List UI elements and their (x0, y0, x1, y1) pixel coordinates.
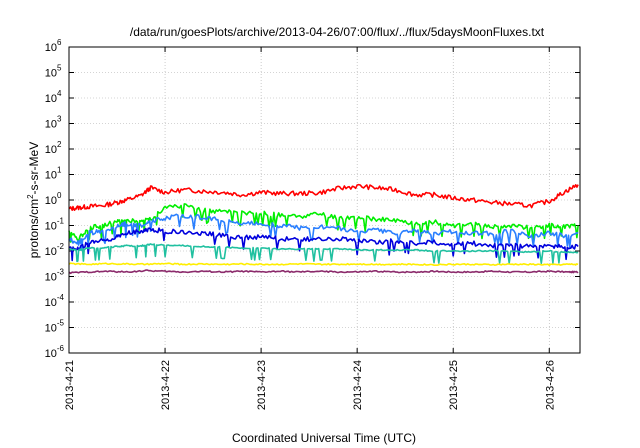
series-line-4 (68, 243, 579, 265)
y-tick-base: 10 (45, 246, 57, 258)
series-line-1 (68, 203, 579, 243)
series-line-2 (68, 213, 579, 251)
y-tick-base: 10 (45, 119, 57, 131)
y-tick-label: 10-4 (45, 293, 65, 309)
y-tick-label: 10-3 (45, 268, 65, 284)
y-tick-exp: -5 (57, 319, 65, 328)
x-tick-label: 2013-4-23 (256, 360, 268, 410)
x-tick-label: 2013-4-26 (544, 360, 556, 410)
y-tick-label: 102 (45, 140, 62, 156)
y-tick-label: 10-6 (45, 344, 65, 360)
y-tick-base: 10 (45, 195, 57, 207)
y-tick-base: 10 (45, 323, 57, 335)
y-tick-label: 10-5 (45, 319, 65, 335)
y-tick-base: 10 (45, 68, 57, 80)
y-axis-label-sup: 2 (26, 194, 35, 199)
y-tick-base: 10 (45, 272, 57, 284)
y-tick-exp: 5 (57, 64, 62, 73)
x-axis-label: Coordinated Universal Time (UTC) (232, 431, 416, 445)
series-line-6 (68, 269, 579, 275)
grid-lines (68, 46, 580, 354)
y-tick-exp: 4 (57, 89, 62, 98)
y-axis-label-base: protons/cm (27, 199, 41, 258)
y-tick-label: 106 (45, 38, 62, 54)
y-tick-exp: 0 (57, 191, 62, 200)
series-line-0 (68, 183, 579, 211)
y-tick-label: 100 (45, 191, 62, 207)
y-tick-base: 10 (45, 348, 57, 360)
y-tick-base: 10 (45, 297, 57, 309)
y-tick-label: 104 (45, 89, 62, 105)
y-tick-exp: 6 (57, 38, 62, 47)
y-tick-exp: 1 (57, 166, 62, 175)
series-line-5 (68, 262, 579, 267)
y-tick-base: 10 (45, 170, 57, 182)
y-tick-base: 10 (45, 221, 57, 233)
y-tick-label: 101 (45, 166, 62, 182)
y-tick-exp: -2 (57, 242, 65, 251)
y-tick-label: 105 (45, 64, 62, 80)
y-tick-label: 10-2 (45, 242, 65, 258)
x-tick-label: 2013-4-22 (160, 360, 172, 410)
y-axis-label-rest: -s-sr-MeV (27, 142, 41, 195)
y-tick-exp: 2 (57, 140, 62, 149)
y-tick-exp: -6 (57, 344, 65, 353)
y-tick-label: 103 (45, 115, 62, 131)
y-tick-base: 10 (45, 42, 57, 54)
x-tick-label: 2013-4-25 (448, 360, 460, 410)
y-tick-exp: -4 (57, 293, 65, 302)
y-tick-labels: 10-610-510-410-310-210-11001011021031041… (45, 38, 65, 360)
y-tick-base: 10 (45, 93, 57, 105)
x-tick-label: 2013-4-21 (64, 360, 76, 410)
y-tick-exp: 3 (57, 115, 62, 124)
y-axis-label: protons/cm2-s-sr-MeV (26, 142, 41, 258)
y-tick-exp: -3 (57, 268, 65, 277)
plot-frame (68, 46, 581, 354)
y-tick-label: 10-1 (45, 217, 65, 233)
y-tick-base: 10 (45, 144, 57, 156)
series-line-3 (68, 227, 579, 262)
plot-series (68, 183, 579, 275)
chart-title: /data/run/goesPlots/archive/2013-04-26/0… (130, 25, 545, 39)
x-tick-labels: 2013-4-21 2013-4-22 2013-4-23 2013-4-24 2013… (64, 360, 556, 410)
y-tick-exp: -1 (57, 217, 65, 226)
x-tick-label: 2013-4-24 (352, 360, 364, 410)
